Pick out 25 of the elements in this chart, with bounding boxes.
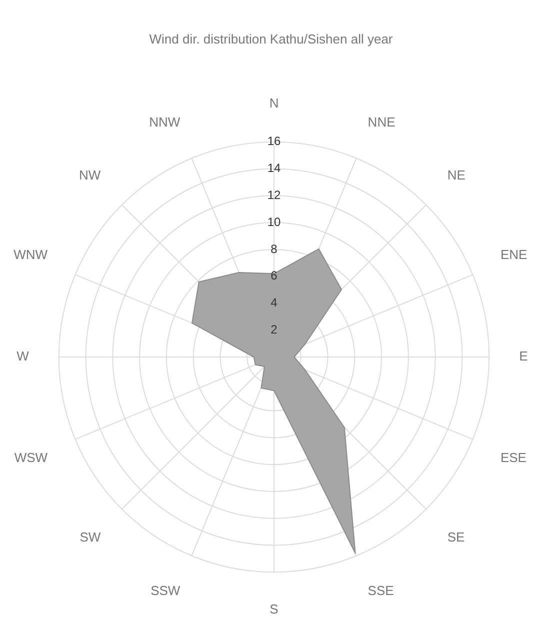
spoke-label: SW — [80, 530, 102, 545]
y-tick-label: 6 — [270, 268, 278, 283]
spoke-label: E — [519, 348, 528, 364]
y-tick-label: 4 — [270, 296, 278, 310]
spoke-label: NNW — [149, 114, 181, 130]
spoke-label: SSW — [150, 582, 181, 598]
y-tick-label: 12 — [267, 188, 281, 202]
spoke-label: SE — [447, 530, 465, 545]
spoke-label: ENE — [500, 246, 528, 262]
spoke-label: SSE — [368, 582, 394, 598]
spoke-label: N — [269, 96, 279, 111]
y-tick-label: 8 — [270, 242, 278, 256]
chart-title: Wind dir. distribution Kathu/Sishen all year — [149, 31, 394, 46]
spoke-label: ESE — [500, 450, 527, 466]
y-tick-label: 14 — [267, 161, 281, 176]
spoke-label: S — [270, 602, 279, 616]
y-tick-label: 16 — [267, 134, 281, 148]
spoke-label: NW — [79, 167, 102, 182]
spoke-label: W — [16, 348, 30, 364]
spoke-label: NNE — [368, 114, 396, 130]
spoke-label: NE — [447, 167, 466, 182]
y-tick-label: 2 — [270, 322, 278, 336]
spoke-label: WSW — [14, 450, 48, 466]
y-tick-label: 10 — [267, 214, 281, 229]
spoke-label: WNW — [14, 246, 48, 262]
